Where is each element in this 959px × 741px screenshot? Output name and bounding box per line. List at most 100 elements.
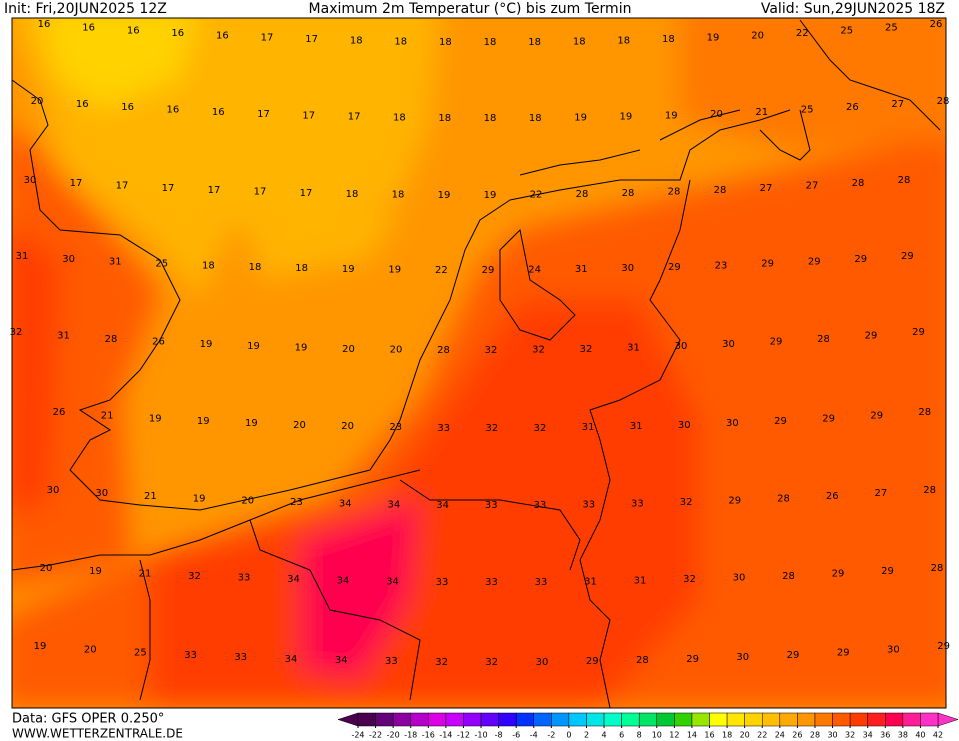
temperature-value: 34 <box>335 655 348 666</box>
colorbar-swatch <box>709 712 728 727</box>
temperature-value: 16 <box>171 28 184 39</box>
temperature-value: 33 <box>385 656 398 667</box>
temperature-value: 26 <box>152 337 165 348</box>
temperature-value: 34 <box>386 576 399 587</box>
temperature-value: 28 <box>437 345 450 356</box>
temperature-value: 28 <box>931 563 944 574</box>
colorbar-swatch <box>867 712 886 727</box>
colorbar-arrow-low <box>337 712 359 727</box>
colorbar-tick-label: -4 <box>530 731 538 740</box>
temperature-value: 19 <box>295 343 308 354</box>
temperature-value: 29 <box>881 566 894 577</box>
temperature-value: 30 <box>621 263 634 274</box>
temperature-value: 18 <box>392 190 405 201</box>
temperature-value: 32 <box>485 657 498 668</box>
temperature-value: 18 <box>346 189 359 200</box>
temperature-value: 29 <box>770 337 783 348</box>
temperature-value: 19 <box>388 265 401 276</box>
temperature-value: 28 <box>937 96 950 107</box>
temperature-value: 29 <box>822 413 835 424</box>
temperature-value: 30 <box>736 652 749 663</box>
temperature-value: 28 <box>777 493 790 504</box>
temperature-value: 31 <box>634 575 647 586</box>
temperature-value: 31 <box>109 256 122 267</box>
temperature-value: 26 <box>53 407 66 418</box>
temperature-value: 18 <box>350 35 363 46</box>
temperature-value: 29 <box>870 410 883 421</box>
temperature-value: 17 <box>348 111 361 122</box>
temperature-value: 33 <box>485 500 498 511</box>
temperature-value: 32 <box>680 497 693 508</box>
colorbar-tick-label: 40 <box>915 731 925 740</box>
coastlines <box>12 19 941 708</box>
colorbar-tick-label: 38 <box>898 731 908 740</box>
data-source: Data: GFS OPER 0.250° <box>12 712 164 727</box>
colorbar-tick-label: 34 <box>863 731 873 740</box>
colorbar-tick-label: 18 <box>722 731 732 740</box>
colorbar-swatch <box>779 712 798 727</box>
colorbar-swatch <box>463 712 482 727</box>
valid-label: Valid: Sun,29JUN2025 18Z <box>761 1 945 17</box>
colorbar-tick-label: -6 <box>512 731 520 740</box>
temperature-value: 34 <box>287 574 300 585</box>
temperature-value: 18 <box>617 35 630 46</box>
temperature-value: 20 <box>710 109 723 120</box>
temperature-value: 19 <box>245 418 258 429</box>
temperature-value: 18 <box>662 34 675 45</box>
colorbar-swatch <box>357 712 376 727</box>
colorbar-swatch <box>392 712 411 727</box>
temperature-value: 29 <box>854 254 867 265</box>
colorbar-tick-label: 6 <box>619 731 624 740</box>
temperature-value: 22 <box>796 28 809 39</box>
temperature-value: 29 <box>728 495 741 506</box>
colorbar-tick-label: 8 <box>637 731 642 740</box>
colorbar-swatch <box>375 712 394 727</box>
temperature-value: 16 <box>212 107 225 118</box>
temperature-value: 33 <box>436 577 449 588</box>
temperature-value: 33 <box>534 500 547 511</box>
temperature-value: 33 <box>535 577 548 588</box>
temperature-value: 30 <box>726 418 739 429</box>
temperature-value: 25 <box>134 647 147 658</box>
temperature-value: 20 <box>390 345 403 356</box>
temperature-value: 19 <box>89 566 102 577</box>
temperature-value: 16 <box>127 25 140 36</box>
temperature-value: 29 <box>482 265 495 276</box>
colorbar-swatch <box>814 712 833 727</box>
temperature-value: 19 <box>247 341 260 352</box>
colorbar-tick-label: -12 <box>457 731 470 740</box>
temperature-value: 19 <box>620 111 633 122</box>
temperature-value: 31 <box>584 576 597 587</box>
temperature-value: 16 <box>121 102 134 113</box>
colorbar-tick-label: 28 <box>810 731 820 740</box>
colorbar-tick-label: 14 <box>687 731 697 740</box>
temperature-value: 21 <box>144 491 157 502</box>
temperature-value: 31 <box>582 422 595 433</box>
temperature-value: 27 <box>806 181 819 192</box>
temperature-value: 31 <box>575 264 588 275</box>
temperature-value: 30 <box>887 644 900 655</box>
colorbar-swatch <box>638 712 658 727</box>
temperature-value: 16 <box>216 31 229 42</box>
temperature-value: 20 <box>293 420 306 431</box>
colorbar-swatch <box>920 712 939 727</box>
colorbar-tick-label: -16 <box>422 731 435 740</box>
temperature-value: 30 <box>733 573 746 584</box>
temperature-value: 33 <box>485 577 498 588</box>
colorbar-swatch <box>515 712 535 727</box>
colorbar-tick-label: 0 <box>566 731 571 740</box>
temperature-value: 17 <box>300 188 313 199</box>
temperature-value: 32 <box>10 327 23 338</box>
temperature-value: 29 <box>774 416 787 427</box>
temperature-value: 28 <box>918 407 931 418</box>
colorbar-tick-label: 12 <box>669 731 679 740</box>
colorbar-swatch <box>885 712 904 727</box>
temperature-value: 23 <box>715 260 728 271</box>
temperature-value: 28 <box>668 187 681 198</box>
temperature-value: 19 <box>149 413 162 424</box>
temperature-value: 28 <box>714 185 727 196</box>
colorbar-tick-label: -2 <box>547 731 555 740</box>
value-grid: 16 16 16 16 16 17 17 18 18 18 18 18 18 18 18 19 20 22 25 25… <box>10 19 950 668</box>
colorbar-swatch <box>603 712 622 727</box>
colorbar-tick-label: -20 <box>387 731 400 740</box>
